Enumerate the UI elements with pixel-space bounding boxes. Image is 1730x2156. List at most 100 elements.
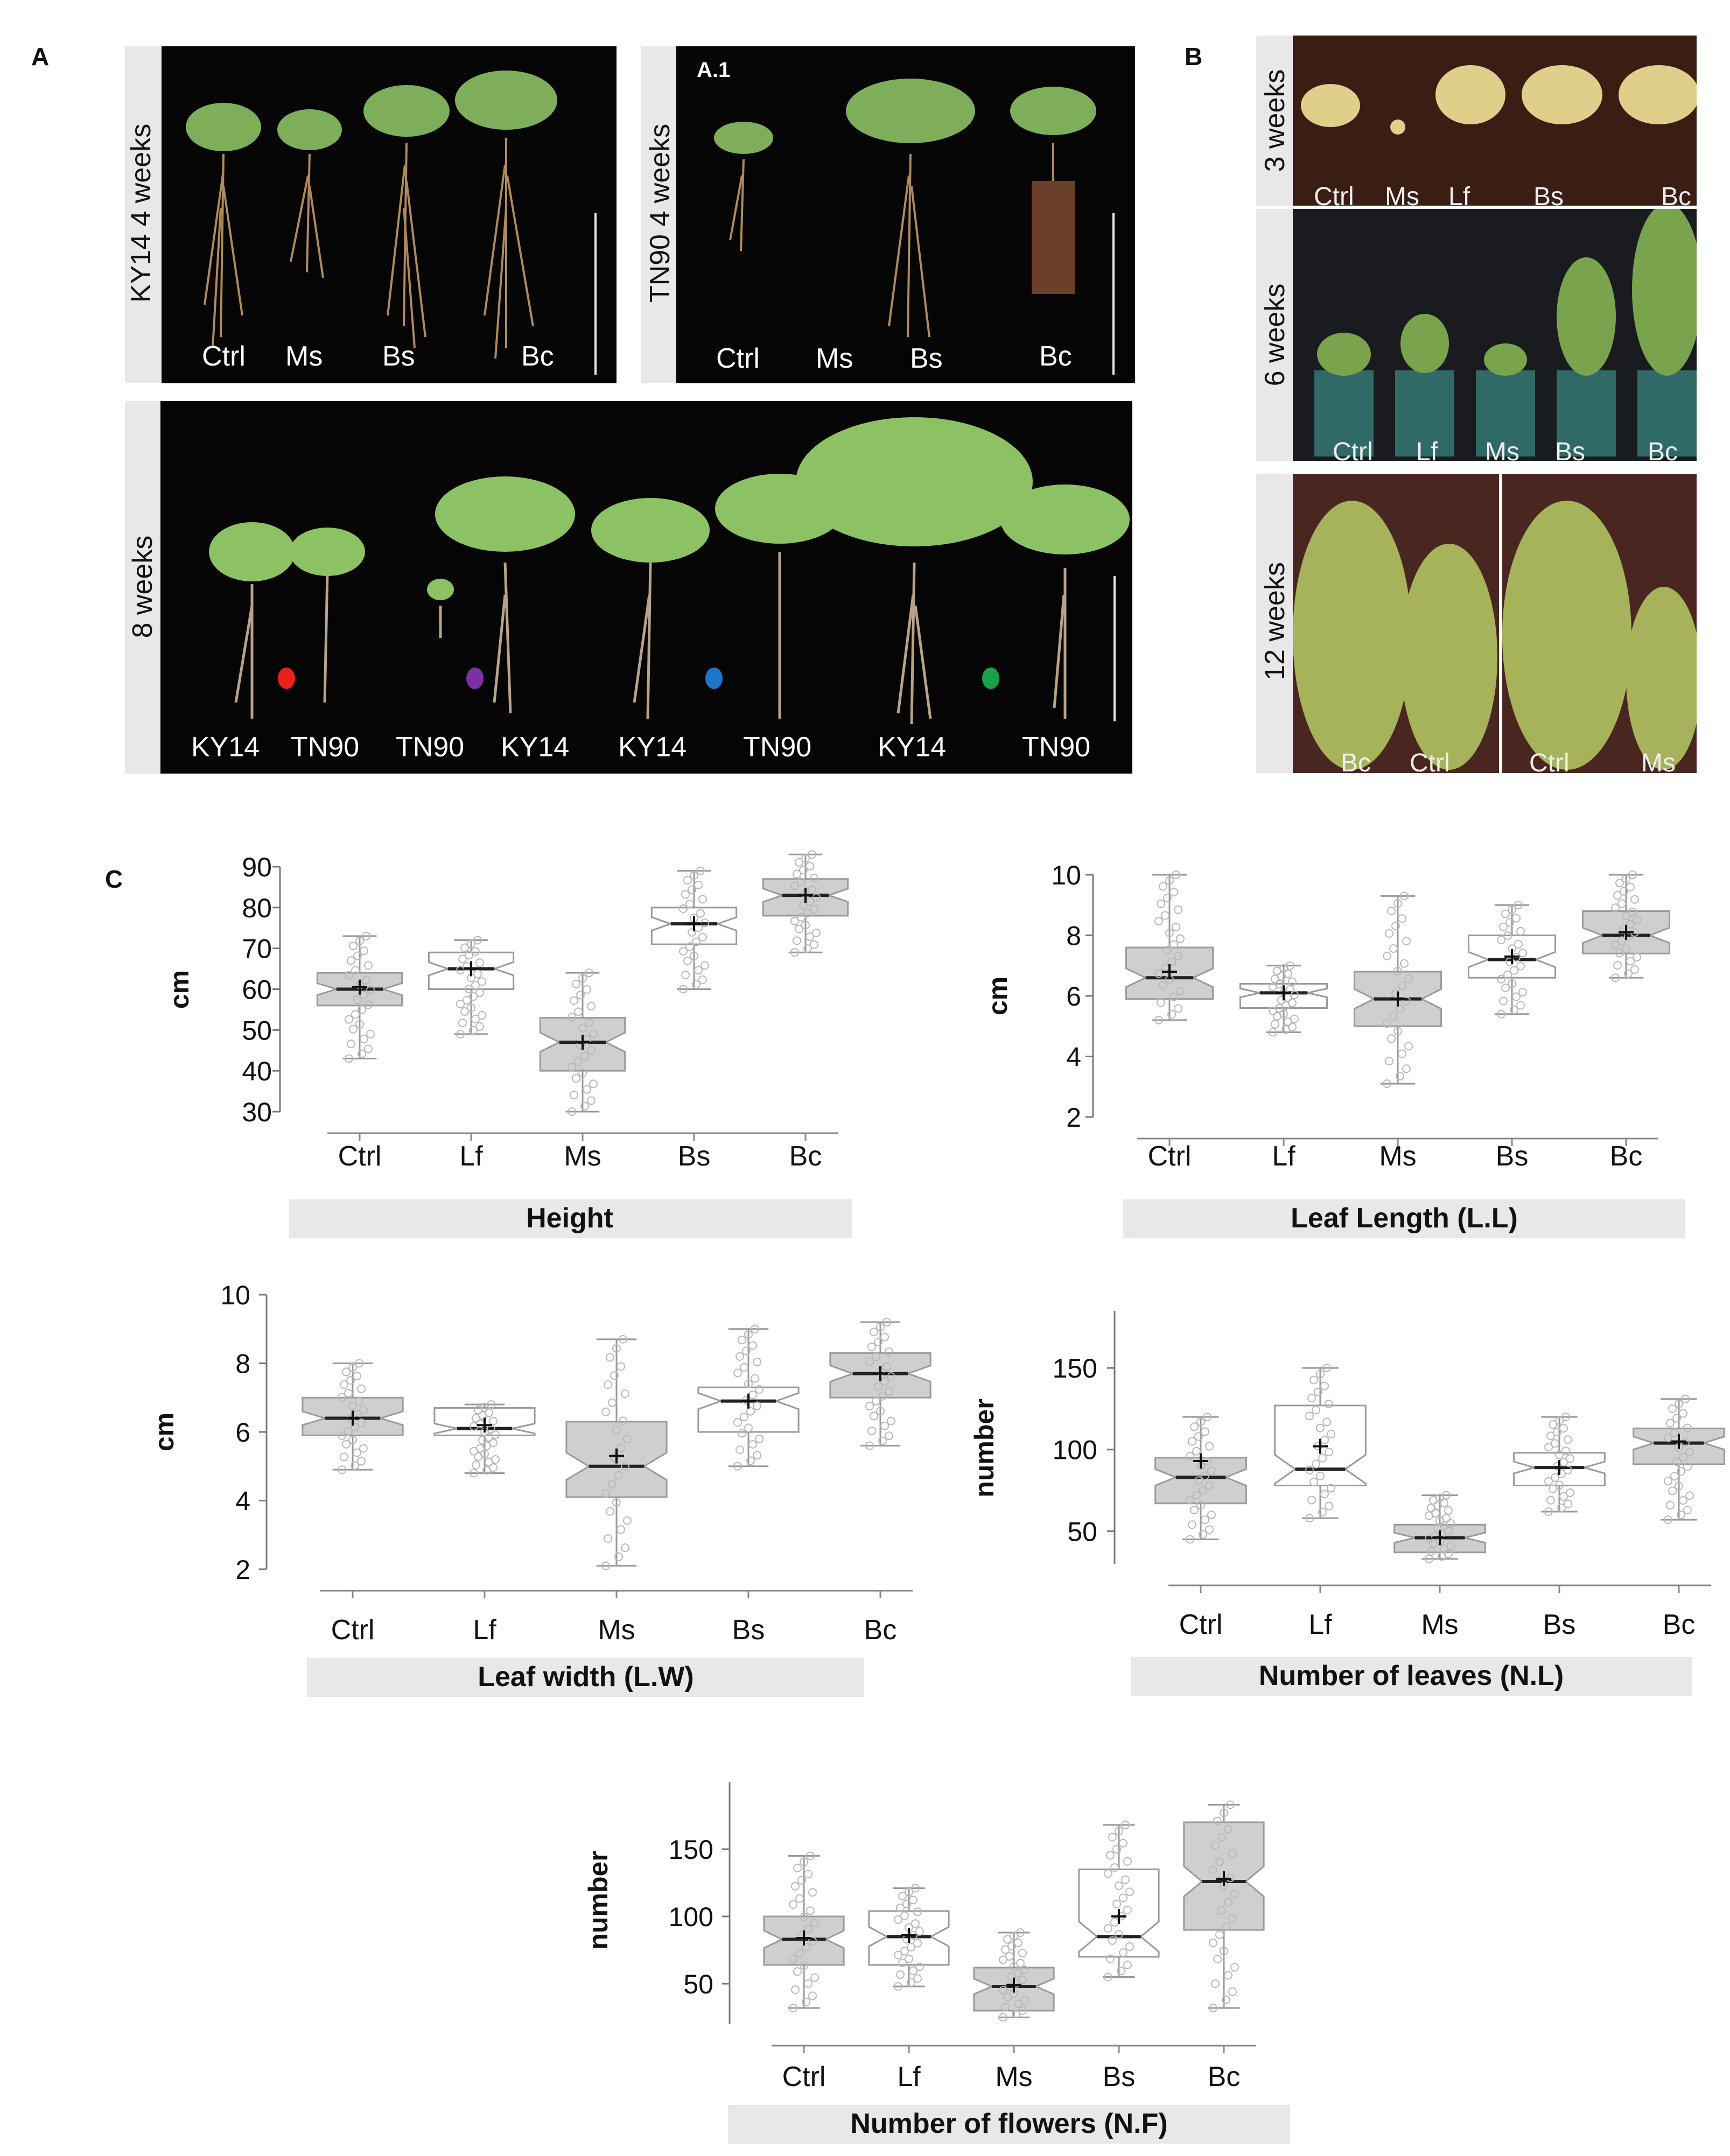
data-point	[696, 909, 705, 918]
data-point	[1117, 1967, 1125, 1976]
data-point	[1320, 1381, 1329, 1390]
data-point	[1159, 882, 1167, 891]
data-point	[475, 988, 484, 998]
category-label: Bs	[1496, 1141, 1529, 1172]
data-point	[1611, 903, 1620, 912]
data-point	[790, 881, 799, 890]
data-point	[360, 991, 368, 1000]
category-label: Bs	[678, 1141, 711, 1172]
y-tick-label: 4	[235, 1486, 250, 1516]
data-point	[1161, 911, 1169, 920]
data-point	[1555, 1416, 1564, 1425]
data-point	[1318, 1507, 1327, 1516]
data-point	[340, 1452, 348, 1462]
data-point	[359, 1406, 368, 1415]
data-point	[1677, 1511, 1685, 1520]
data-point	[1309, 1375, 1318, 1385]
data-point	[753, 1401, 761, 1410]
data-point	[1613, 891, 1622, 900]
data-point	[345, 1015, 353, 1024]
data-point	[1123, 1857, 1132, 1866]
data-point	[344, 1388, 353, 1397]
data-point	[1425, 1511, 1433, 1520]
data-point	[456, 1000, 465, 1009]
data-point	[1157, 998, 1165, 1007]
data-point	[880, 1421, 889, 1430]
chart-2: 2 4 6 8 10 cm Ctrl Lf Ms Bs Bc Leaf width (L.W)	[149, 1280, 931, 1697]
data-point	[1196, 1417, 1205, 1427]
tn90-4w-seedlings	[714, 79, 1096, 338]
dot-blue	[705, 668, 723, 689]
data-point	[1626, 919, 1635, 929]
data-point	[880, 1377, 889, 1386]
data-point	[1121, 1821, 1130, 1829]
data-point	[583, 985, 591, 994]
y-tick-label: 60	[242, 975, 272, 1005]
data-point	[1277, 996, 1286, 1005]
data-point	[885, 1347, 893, 1357]
data-point	[1683, 1423, 1692, 1432]
6w-plant-label: Ctrl	[1333, 438, 1373, 466]
category-label: Bs	[732, 1614, 765, 1646]
8w-photo	[160, 401, 1132, 774]
data-point	[1626, 957, 1635, 966]
data-point	[905, 1954, 913, 1963]
data-point	[913, 1939, 922, 1948]
data-point	[1404, 1042, 1413, 1051]
data-point	[679, 985, 688, 994]
data-point	[465, 951, 473, 960]
data-point	[896, 1970, 905, 1979]
data-point	[1564, 1435, 1572, 1444]
data-point	[789, 1900, 797, 1909]
chart-title: Number of flowers (N.F)	[850, 2108, 1167, 2139]
category-label: Ctrl	[782, 2061, 826, 2092]
data-point	[804, 1870, 813, 1879]
data-point	[1188, 1520, 1196, 1529]
data-point	[865, 1357, 874, 1366]
3w-plants	[1301, 65, 1697, 135]
data-point	[1169, 888, 1178, 897]
category-label: Ms	[598, 1614, 635, 1646]
data-point	[911, 1919, 920, 1928]
data-point	[801, 921, 810, 930]
data-point	[587, 1046, 596, 1055]
data-point	[587, 1002, 596, 1011]
data-point	[880, 1332, 889, 1342]
data-point	[1001, 2003, 1010, 2012]
data-point	[1546, 1495, 1555, 1505]
data-point	[366, 986, 375, 995]
data-point	[338, 1393, 346, 1402]
tn90-4w-plant-label: Ctrl	[716, 343, 760, 374]
6w-photo	[1293, 209, 1697, 461]
data-point	[1320, 1490, 1329, 1499]
data-point	[1305, 1411, 1314, 1421]
title-band	[307, 1658, 864, 1697]
data-point	[574, 1057, 583, 1066]
data-point	[1512, 992, 1521, 1001]
data-point	[1163, 946, 1172, 955]
category-label: Ms	[564, 1141, 601, 1172]
data-point	[793, 1967, 802, 1976]
data-point	[1322, 1417, 1331, 1427]
data-point	[882, 1318, 891, 1326]
data-point	[351, 1423, 359, 1432]
y-tick-label: 30	[242, 1097, 272, 1127]
data-point	[366, 1029, 375, 1038]
data-point	[610, 1452, 619, 1462]
data-point	[688, 885, 696, 894]
data-point	[690, 951, 698, 960]
title-band	[1123, 1199, 1685, 1238]
data-point	[1121, 1875, 1130, 1884]
data-point	[685, 942, 694, 951]
data-point	[1561, 1413, 1570, 1422]
data-point	[1398, 914, 1406, 923]
y-tick-label: 70	[242, 934, 272, 964]
category-label: Bc	[1610, 1141, 1643, 1172]
data-point	[802, 1943, 810, 1951]
data-point	[911, 1884, 920, 1893]
title-band	[289, 1199, 852, 1238]
data-point	[1192, 1491, 1201, 1500]
data-point	[1564, 1465, 1572, 1474]
data-point	[683, 876, 692, 885]
data-point	[999, 1955, 1007, 1964]
